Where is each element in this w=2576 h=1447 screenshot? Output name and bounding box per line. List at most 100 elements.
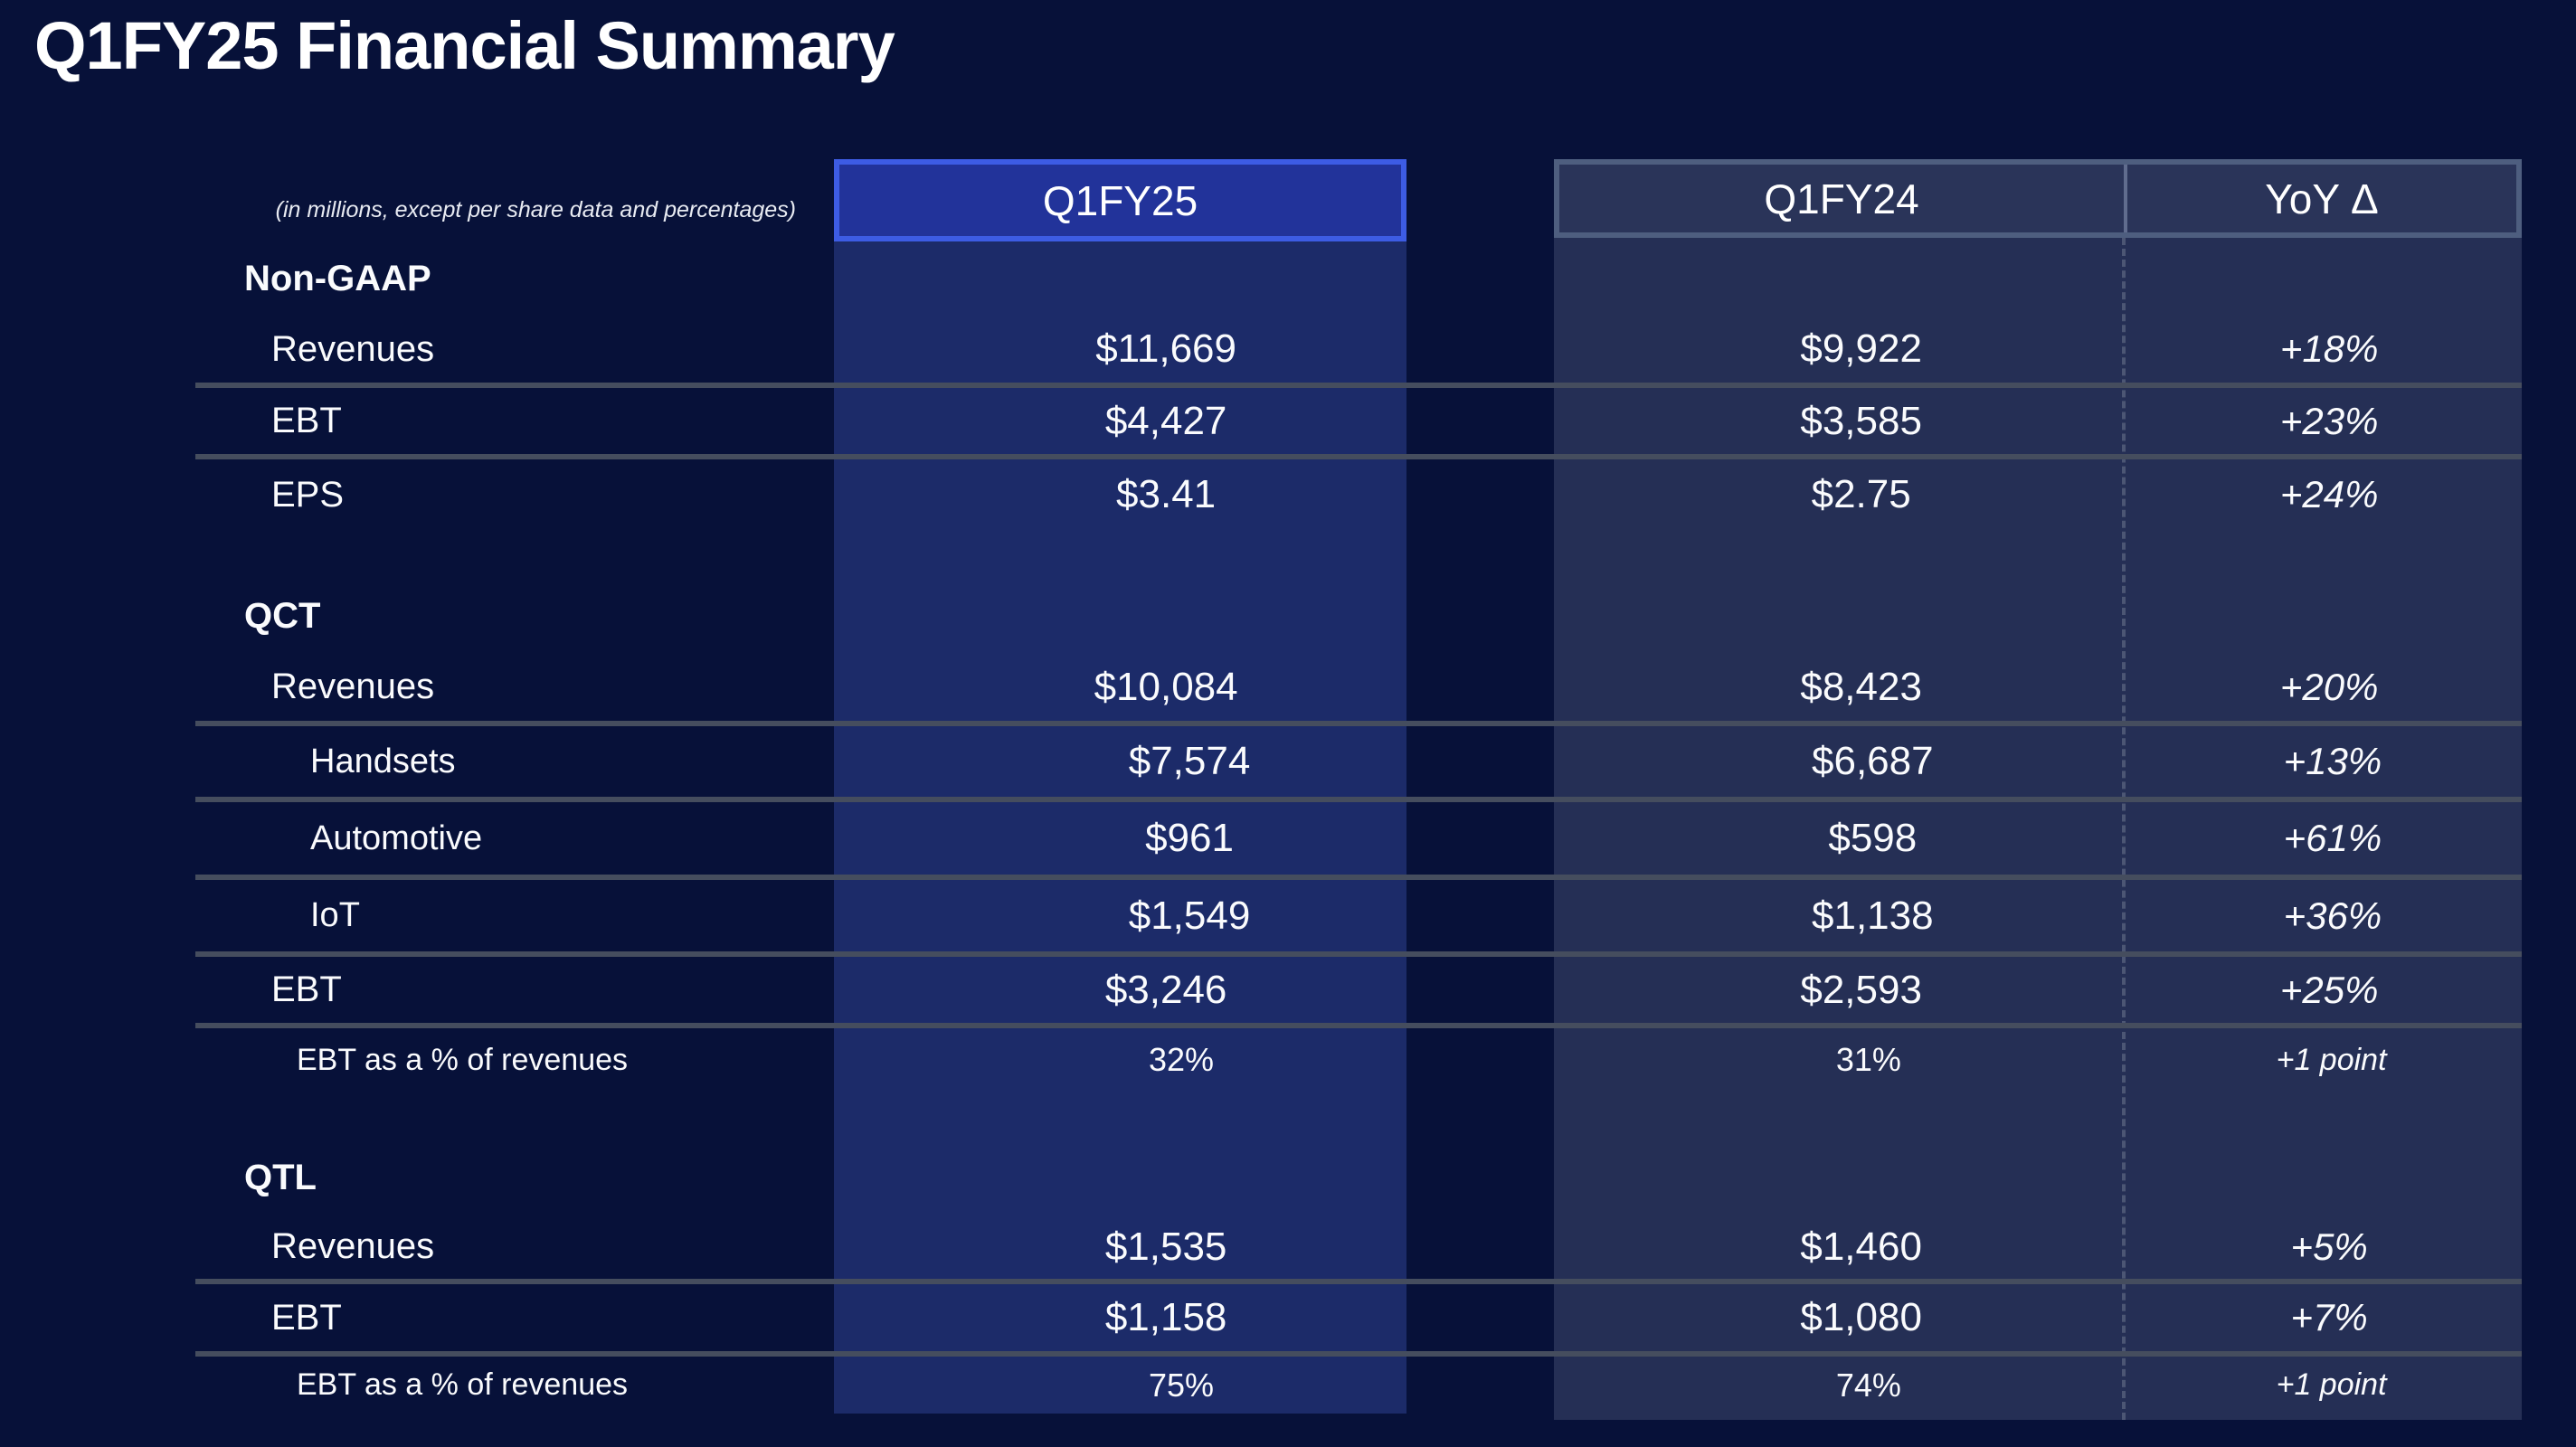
prior-column-header-cell: Q1FY24 bbox=[1559, 165, 2124, 232]
value-current-text: $11,669 bbox=[1095, 326, 1236, 371]
value-current: $3.41 bbox=[889, 459, 1443, 530]
row-label: IoT bbox=[195, 880, 917, 951]
value-current-text: $3.41 bbox=[1116, 472, 1217, 516]
column-gap bbox=[1455, 1357, 1596, 1414]
value-current-text: $1,549 bbox=[1128, 893, 1251, 938]
section-name: QTL bbox=[195, 1140, 858, 1215]
value-current-text: $1,535 bbox=[1104, 1224, 1227, 1269]
value-yoy: +61% bbox=[2144, 802, 2522, 875]
value-current: $4,427 bbox=[889, 388, 1443, 454]
prior-columns-header: Q1FY24 YoY Δ bbox=[1554, 159, 2522, 238]
value-prior-text: $1,080 bbox=[1800, 1295, 1922, 1339]
value-yoy-text: +13% bbox=[2283, 740, 2382, 782]
value-yoy-text: +20% bbox=[2279, 665, 2379, 708]
row-label-text: EBT as a % of revenues bbox=[297, 1367, 629, 1402]
prior-table-background bbox=[1554, 238, 2522, 1420]
row-label-text: Revenues bbox=[271, 1226, 435, 1266]
row-label: EBT as a % of revenues bbox=[195, 1357, 907, 1414]
column-gap bbox=[1443, 1215, 1586, 1279]
row-label-text: Revenues bbox=[271, 667, 435, 706]
value-prior: $6,687 bbox=[1602, 726, 2144, 797]
table-row: Revenues $1,535 $1,460 +5% bbox=[195, 1215, 2522, 1284]
row-label: Revenues bbox=[195, 316, 889, 383]
value-prior-text: $1,138 bbox=[1812, 893, 1934, 938]
row-label: EBT bbox=[195, 1284, 889, 1351]
table-row: EBT as a % of revenues 75% 74% +1 point bbox=[195, 1357, 2522, 1414]
value-prior-text: $598 bbox=[1828, 816, 1918, 860]
row-label-text: Automotive bbox=[310, 818, 483, 857]
row-label-text: Revenues bbox=[271, 328, 435, 369]
value-current: $1,549 bbox=[917, 880, 1462, 951]
row-label-text: EBT as a % of revenues bbox=[297, 1042, 629, 1077]
row-label: EBT as a % of revenues bbox=[195, 1028, 907, 1092]
table-row: EBT $1,158 $1,080 +7% bbox=[195, 1284, 2522, 1357]
column-gap bbox=[1443, 957, 1586, 1023]
value-yoy: +25% bbox=[2136, 957, 2522, 1023]
value-current: $7,574 bbox=[917, 726, 1462, 797]
value-yoy-text: +5% bbox=[2290, 1225, 2368, 1268]
value-prior-text: $2.75 bbox=[1811, 472, 1911, 516]
value-yoy: +1 point bbox=[2141, 1028, 2522, 1092]
row-label-text: Handsets bbox=[310, 742, 456, 780]
page-title: Q1FY25 Financial Summary bbox=[34, 8, 895, 83]
value-current-text: 75% bbox=[1148, 1366, 1214, 1404]
section-header-row: QTL bbox=[195, 1140, 2522, 1215]
value-yoy-text: +25% bbox=[2279, 968, 2379, 1011]
section-header-row: QCT bbox=[195, 579, 2522, 653]
column-gap bbox=[1443, 459, 1586, 530]
value-yoy: +36% bbox=[2144, 880, 2522, 951]
value-current: 75% bbox=[907, 1357, 1454, 1414]
section-name-text: QCT bbox=[244, 595, 321, 636]
value-current-text: $4,427 bbox=[1104, 398, 1227, 443]
column-gap bbox=[1443, 316, 1586, 383]
column-gap bbox=[1462, 880, 1602, 951]
value-yoy-text: +1 point bbox=[2276, 1367, 2387, 1402]
table-row: EBT $3,246 $2,593 +25% bbox=[195, 957, 2522, 1028]
value-yoy-text: +7% bbox=[2290, 1296, 2368, 1338]
value-yoy-text: +18% bbox=[2279, 327, 2379, 370]
section-header-row: Non-GAAP bbox=[195, 241, 2522, 316]
value-yoy-text: +36% bbox=[2283, 894, 2382, 937]
prior-yoy-divider bbox=[2122, 238, 2126, 1420]
table-row: IoT $1,549 $1,138 +36% bbox=[195, 880, 2522, 957]
column-gap bbox=[1443, 388, 1586, 454]
value-current: $961 bbox=[917, 802, 1462, 875]
table-row: EPS $3.41 $2.75 +24% bbox=[195, 459, 2522, 530]
value-prior: $598 bbox=[1602, 802, 2144, 875]
value-yoy-text: +1 point bbox=[2276, 1042, 2387, 1077]
value-prior: 74% bbox=[1596, 1357, 2142, 1414]
table-body: Non-GAAP Revenues $11,669 $9,922 +18% EBT $4,4… bbox=[195, 241, 2522, 1414]
prior-column-label: Q1FY24 bbox=[1764, 175, 1919, 222]
value-prior-text: $8,423 bbox=[1800, 664, 1922, 709]
value-prior: $9,922 bbox=[1586, 316, 2136, 383]
yoy-column-label: YoY Δ bbox=[2265, 175, 2379, 222]
row-label: EBT bbox=[195, 957, 889, 1023]
column-gap bbox=[1443, 1284, 1586, 1351]
value-prior-text: $1,460 bbox=[1800, 1224, 1922, 1269]
column-gap bbox=[1462, 802, 1602, 875]
value-yoy-text: +24% bbox=[2279, 473, 2379, 515]
value-current-text: $10,084 bbox=[1094, 664, 1238, 709]
current-column-header: Q1FY25 bbox=[834, 159, 1406, 241]
section-gap bbox=[195, 1092, 2522, 1140]
row-label: Revenues bbox=[195, 1215, 889, 1279]
value-current: $1,158 bbox=[889, 1284, 1443, 1351]
current-column-label: Q1FY25 bbox=[1042, 176, 1198, 224]
table-row: Revenues $11,669 $9,922 +18% bbox=[195, 316, 2522, 388]
section-name-text: Non-GAAP bbox=[244, 258, 431, 298]
value-current-text: 32% bbox=[1148, 1041, 1214, 1078]
value-prior: $2.75 bbox=[1586, 459, 2136, 530]
table-row: EBT as a % of revenues 32% 31% +1 point bbox=[195, 1028, 2522, 1092]
value-yoy: +5% bbox=[2136, 1215, 2522, 1279]
value-current-text: $961 bbox=[1145, 816, 1234, 860]
value-current: $1,535 bbox=[889, 1215, 1443, 1279]
value-yoy: +20% bbox=[2136, 653, 2522, 721]
row-label-text: EPS bbox=[271, 474, 345, 515]
value-prior: $2,593 bbox=[1586, 957, 2136, 1023]
value-current: $3,246 bbox=[889, 957, 1443, 1023]
value-prior: $1,080 bbox=[1586, 1284, 2136, 1351]
row-label: Revenues bbox=[195, 653, 889, 721]
row-label-text: EBT bbox=[271, 401, 342, 440]
value-current-text: $1,158 bbox=[1104, 1295, 1227, 1339]
